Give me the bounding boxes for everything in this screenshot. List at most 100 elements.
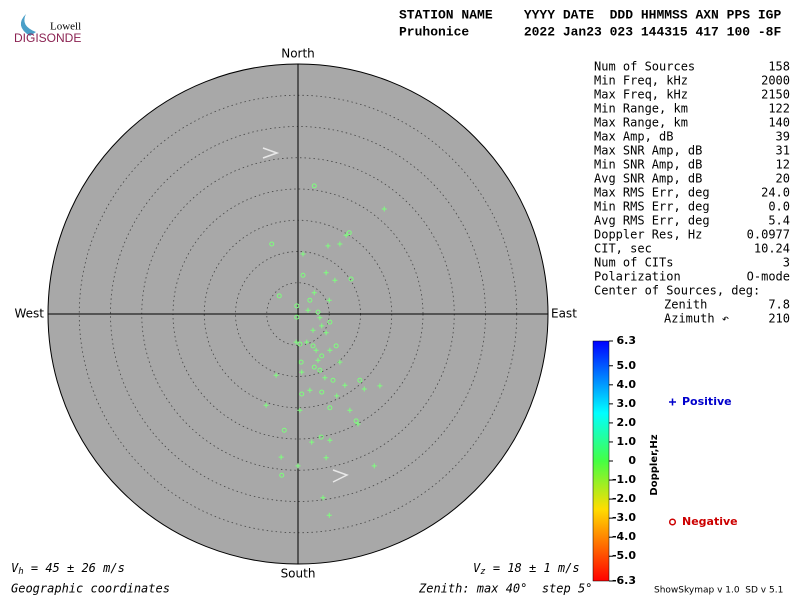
logo-swoosh	[20, 14, 36, 36]
colorbar-tick-label: 3.0	[617, 397, 637, 410]
legend-marker	[668, 518, 677, 526]
source-negative	[294, 303, 300, 309]
source-positive	[347, 407, 353, 413]
source-positive	[381, 206, 387, 212]
stat-value: 24.0	[761, 186, 790, 200]
stat-value: 5.4	[768, 214, 790, 228]
source-negative	[294, 314, 300, 320]
source-negative	[330, 377, 336, 383]
source-positive	[322, 375, 328, 381]
version: ShowSkymap v 1.0 SD v 5.1	[654, 586, 783, 596]
legend-label: Negative	[682, 515, 738, 528]
source-negative	[300, 272, 306, 278]
source-positive	[326, 512, 332, 518]
stat-label: Max Amp, dB	[594, 130, 673, 144]
source-positive	[263, 402, 269, 408]
header-values: Pruhonice 2022 Jan23 023 144315 417 100 …	[399, 24, 781, 39]
source-positive	[325, 243, 331, 249]
stat-value: 0.0977	[747, 228, 790, 242]
stat-label: CIT, sec	[594, 242, 652, 256]
source-positive	[323, 330, 329, 336]
source-positive	[299, 369, 305, 375]
stat-label: Min Range, km	[594, 102, 688, 116]
colorbar-tick-label: -2.0	[612, 492, 636, 505]
source-positive	[332, 277, 338, 283]
source-positive	[278, 454, 284, 460]
source-positive	[273, 372, 279, 378]
source-negative	[319, 389, 325, 395]
header-labels: STATION NAME YYYY DATE DDD HHMMSS AXN PP…	[399, 7, 781, 22]
source-positive	[343, 232, 349, 238]
source-negative	[327, 405, 333, 411]
source-negative	[327, 319, 333, 325]
stat-label: Polarization	[594, 270, 681, 284]
source-negative	[346, 230, 352, 236]
stat-label: Max Freq, kHz	[594, 88, 688, 102]
stat-label: Num of CITs	[594, 256, 673, 270]
stat-value: 0.0	[768, 200, 790, 214]
stat-value: 140	[768, 116, 790, 130]
center-label: Zenith	[664, 298, 707, 312]
stat-value: 39	[776, 130, 790, 144]
vh-label: Vh = 45 ± 26 m/s	[11, 561, 125, 577]
zenith-label: Zenith: max 40° step 5°	[418, 582, 592, 596]
vh-subscript: h	[18, 567, 23, 577]
source-negative	[279, 472, 285, 478]
colorbar-tick-label: 2.0	[617, 416, 637, 429]
colorbar-tick-label: 5.0	[617, 359, 637, 372]
source-negative	[333, 343, 339, 349]
source-positive	[334, 393, 340, 399]
source-positive	[337, 359, 343, 365]
source-positive	[307, 387, 313, 393]
source-positive	[317, 315, 323, 321]
stat-label: Max Range, km	[594, 116, 688, 130]
source-negative	[317, 367, 323, 373]
source-positive	[300, 251, 306, 257]
vh-symbol: V	[11, 561, 19, 575]
logo-top: Lowell	[50, 21, 81, 33]
source-negative	[348, 276, 354, 282]
center-title: Center of Sources, deg:	[594, 284, 760, 298]
stat-value: 12	[776, 158, 790, 172]
source-negative	[281, 427, 287, 433]
coords-label: Geographic coordinates	[11, 582, 170, 596]
stat-value: 3	[783, 256, 790, 270]
source-positive	[313, 347, 319, 353]
colorbar-tick-label: -3.0	[612, 511, 636, 524]
stat-value: 2000	[761, 74, 790, 88]
vz-subscript: z	[480, 567, 485, 577]
stat-value: 20	[776, 172, 790, 186]
colorbar-tick-label: 4.0	[617, 378, 637, 391]
center-value: 7.8	[768, 298, 790, 312]
legend-label: Positive	[682, 395, 732, 408]
source-negative	[298, 359, 304, 365]
stat-label: Min RMS Err, deg	[594, 200, 710, 214]
stat-value: O-mode	[747, 270, 790, 284]
source-positive	[342, 382, 348, 388]
source-positive	[319, 323, 325, 329]
source-positive	[311, 290, 317, 296]
source-positive	[326, 297, 332, 303]
stat-value: 158	[768, 60, 790, 74]
source-negative	[319, 353, 325, 359]
source-positive	[327, 437, 333, 443]
stat-value: 2150	[761, 88, 790, 102]
stat-value: 31	[776, 144, 790, 158]
source-negative	[353, 418, 359, 424]
stat-label: Max RMS Err, deg	[594, 186, 710, 200]
source-negative	[357, 377, 363, 383]
source-positive	[377, 383, 383, 389]
source-positive	[323, 270, 329, 276]
colorbar-tick-label: -4.0	[612, 530, 636, 543]
source-positive	[293, 339, 299, 345]
colorbar-tick-label: 6.3	[617, 334, 637, 347]
polar-plot	[47, 63, 549, 565]
source-positive	[323, 455, 329, 461]
source-negative	[315, 309, 321, 315]
stat-value: 10.24	[754, 242, 790, 256]
stat-label: Doppler Res, Hz	[594, 228, 702, 242]
stat-label: Min SNR Amp, dB	[594, 158, 702, 172]
source-positive	[295, 463, 301, 469]
source-negative	[299, 391, 305, 397]
